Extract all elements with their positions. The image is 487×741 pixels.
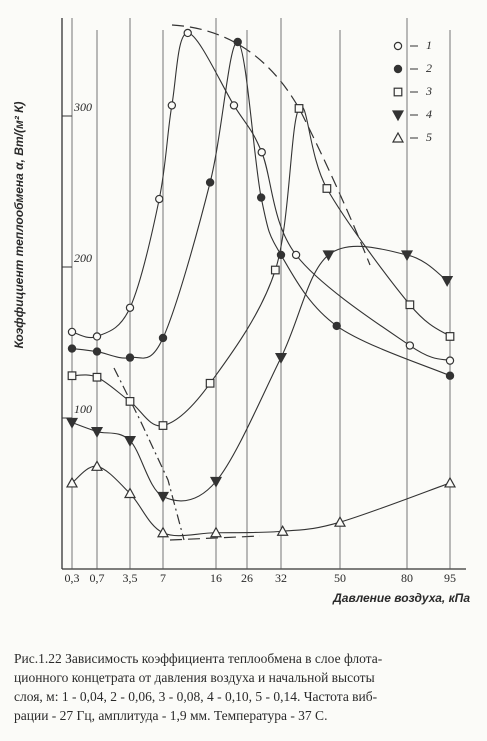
x-tick-label: 3,5	[123, 571, 138, 585]
marker	[322, 250, 335, 262]
y-tick-label: 300	[73, 100, 92, 114]
marker	[92, 372, 102, 382]
marker	[209, 476, 223, 488]
marker	[65, 476, 79, 488]
marker	[156, 526, 170, 538]
legend-marker	[393, 87, 403, 97]
marker	[405, 300, 415, 310]
envelope-line	[113, 367, 185, 541]
envelope-line	[169, 535, 261, 541]
marker	[322, 184, 332, 193]
marker	[294, 104, 304, 113]
marker	[183, 28, 192, 38]
marker	[156, 491, 170, 503]
marker	[443, 476, 457, 488]
x-tick-label: 50	[334, 571, 346, 585]
marker	[67, 344, 77, 353]
marker	[209, 526, 223, 538]
y-tick-label: 200	[74, 251, 92, 265]
caption-line: ционного концетрата от давления воздуха …	[14, 670, 375, 685]
marker	[333, 515, 347, 527]
x-tick-label: 80	[401, 571, 413, 585]
marker	[155, 194, 164, 204]
x-axis-label: Давление воздуха, кПа	[332, 591, 470, 605]
x-tick-label: 16	[210, 571, 222, 585]
marker	[445, 356, 455, 365]
x-tick-label: 7	[160, 571, 166, 585]
marker	[205, 178, 215, 187]
legend-marker	[391, 110, 405, 122]
caption-line: Рис.1.22 Зависимость коэффициента теплоо…	[14, 651, 383, 666]
marker	[92, 347, 102, 356]
x-tick-label: 0,7	[90, 571, 105, 585]
legend-label: 4	[426, 107, 432, 121]
legend-marker	[391, 131, 405, 143]
marker	[400, 250, 414, 262]
legend-marker	[393, 41, 403, 51]
marker	[405, 341, 415, 350]
marker	[233, 37, 242, 47]
marker	[205, 378, 215, 388]
marker	[167, 101, 177, 110]
caption-line: рации - 27 Гц, амплитуда - 1,9 мм. Темпе…	[14, 708, 327, 723]
marker	[270, 265, 280, 275]
x-tick-label: 32	[275, 571, 287, 585]
marker	[90, 426, 104, 438]
x-tick-label: 26	[241, 571, 253, 585]
y-axis-label: Коэффициент теплообмена α, Вт/(м² К)	[12, 101, 26, 348]
marker	[158, 421, 168, 430]
marker	[67, 327, 77, 337]
series-line	[71, 105, 451, 427]
marker	[256, 193, 266, 202]
legend-marker	[393, 64, 403, 74]
marker	[332, 321, 341, 331]
marker	[276, 525, 289, 536]
marker	[125, 303, 135, 312]
marker	[441, 275, 454, 287]
marker	[291, 250, 301, 260]
legend-label: 5	[426, 130, 432, 144]
x-tick-label: 0,3	[65, 571, 80, 585]
marker	[158, 333, 168, 343]
caption-line: слоя, м: 1 - 0,04, 2 - 0,06, 3 - 0,08, 4…	[14, 689, 378, 704]
series-line	[71, 245, 448, 502]
legend-label: 1	[426, 38, 432, 52]
legend-label: 3	[425, 84, 432, 98]
marker	[92, 332, 102, 341]
x-tick-label: 95	[444, 571, 456, 585]
marker	[445, 371, 455, 380]
marker	[125, 353, 135, 362]
marker	[67, 371, 77, 381]
marker	[257, 148, 266, 157]
legend-label: 2	[426, 61, 432, 75]
marker	[90, 460, 104, 471]
marker	[123, 487, 137, 499]
marker	[229, 101, 239, 110]
y-tick-label: 100	[74, 402, 92, 416]
marker	[123, 436, 137, 447]
marker	[65, 417, 79, 429]
marker	[445, 332, 455, 341]
marker	[274, 353, 288, 364]
marker	[125, 396, 135, 406]
